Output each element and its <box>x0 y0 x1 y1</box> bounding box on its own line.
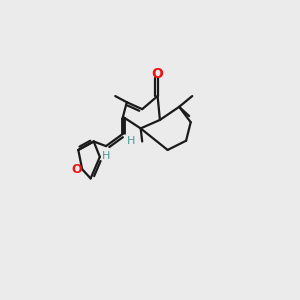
Text: O: O <box>152 68 164 82</box>
Text: O: O <box>71 164 82 176</box>
Text: H: H <box>127 136 135 146</box>
Text: H: H <box>102 151 110 161</box>
